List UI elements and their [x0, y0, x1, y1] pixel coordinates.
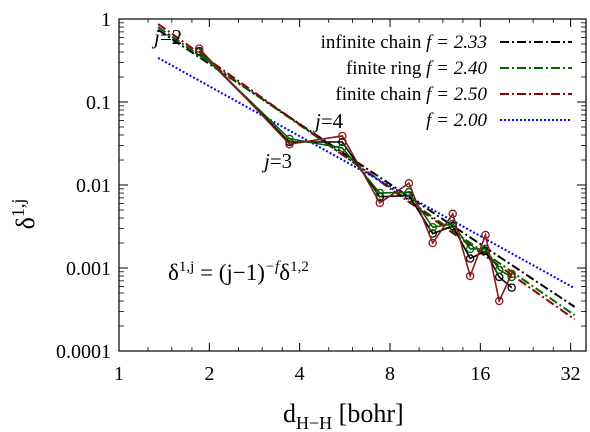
- fit-lines: [157, 23, 576, 321]
- legend-series-name: finite chain: [335, 84, 426, 105]
- series-line: [198, 48, 513, 304]
- data-point: [428, 238, 437, 248]
- legend-label: finite chain f = 2.50: [335, 84, 487, 105]
- annotation-j3: j=3: [261, 149, 292, 173]
- fit-line: [157, 29, 576, 308]
- annotation-j4: j=4: [312, 109, 344, 133]
- formula-lhs: δ: [168, 260, 179, 285]
- fit-line: [157, 23, 576, 321]
- x-tick-label: 2: [204, 363, 214, 385]
- data-point: [194, 44, 204, 53]
- legend-exponent: f = 2.50: [426, 84, 487, 105]
- legend-label: infinite chain f = 2.33: [321, 32, 487, 53]
- y-axis-label-sup: 1,j: [8, 199, 28, 218]
- tick-labels: 1 2 4 8 16 32 0.0001 0.001 0.01 0.1 1: [56, 9, 581, 385]
- annotation-j4-var: j: [312, 109, 321, 133]
- data-point: [507, 269, 516, 279]
- annotation-j2: j=2: [151, 25, 182, 49]
- legend-exponent: f = 2.00: [426, 110, 487, 131]
- data-point: [285, 139, 294, 149]
- annotation-j2-text: =2: [160, 25, 182, 49]
- data-point: [338, 143, 347, 153]
- x-tick-label: 1: [114, 363, 124, 385]
- y-tick-label: 0.1: [86, 92, 111, 114]
- data-point: [507, 283, 516, 292]
- annotation-j2-var: j: [151, 25, 160, 49]
- x-tick-label: 32: [561, 363, 581, 385]
- legend-label: finite ring f = 2.40: [346, 58, 488, 79]
- formula-rhs-sup: 1,2: [290, 259, 309, 275]
- x-tick-label: 16: [470, 363, 490, 385]
- data-point: [375, 188, 385, 198]
- y-tick-label: 0.001: [66, 258, 111, 280]
- x-tick-label: 4: [295, 363, 305, 385]
- data-point: [285, 134, 294, 144]
- data-point: [404, 178, 414, 188]
- legend-exponent: f = 2.33: [426, 32, 487, 53]
- y-tick-label: 0.0001: [56, 341, 111, 363]
- annotation-j3-text: =3: [270, 149, 292, 173]
- formula-lhs-sup: 1,j: [179, 259, 194, 275]
- plot-frame: [118, 18, 587, 352]
- data-point: [507, 272, 516, 282]
- x-axis-label: dH−H [bohr]: [283, 399, 404, 432]
- data-point: [481, 230, 490, 240]
- legend-label: f = 2.00: [426, 110, 487, 131]
- data-series: [194, 44, 516, 306]
- fit-line: [157, 57, 576, 290]
- y-tick-label: 1: [101, 9, 111, 31]
- x-tick-label: 8: [385, 363, 395, 385]
- data-point: [494, 265, 504, 275]
- x-axis-label-base: d: [283, 399, 296, 428]
- x-axis-label-rest: [bohr]: [332, 399, 403, 428]
- formula-eq: = (j−1): [194, 260, 265, 285]
- formula-rhs: δ: [279, 260, 290, 285]
- legend-series-name: finite ring: [346, 58, 426, 79]
- legend-series-name: infinite chain: [321, 32, 427, 53]
- data-point: [465, 254, 475, 263]
- formula-exp: −f: [265, 259, 281, 275]
- data-point: [428, 222, 437, 232]
- data-point: [375, 198, 385, 208]
- data-point: [338, 131, 347, 141]
- data-point: [465, 244, 475, 254]
- legend-exponent: f = 2.40: [426, 58, 487, 79]
- y-axis-label: δ1,j: [8, 199, 40, 230]
- data-point: [494, 296, 504, 306]
- axis-ticks: [118, 18, 586, 352]
- annotation-j3-var: j: [261, 149, 270, 173]
- x-axis-label-sub: H−H: [296, 413, 332, 432]
- data-point: [448, 209, 458, 219]
- annotation-j4-text: =4: [321, 109, 344, 133]
- y-tick-label: 0.01: [76, 175, 111, 197]
- data-point: [465, 271, 475, 281]
- y-axis-label-base: δ: [11, 217, 40, 229]
- formula: δ1,j = (j−1)−fδ1,2: [168, 259, 309, 285]
